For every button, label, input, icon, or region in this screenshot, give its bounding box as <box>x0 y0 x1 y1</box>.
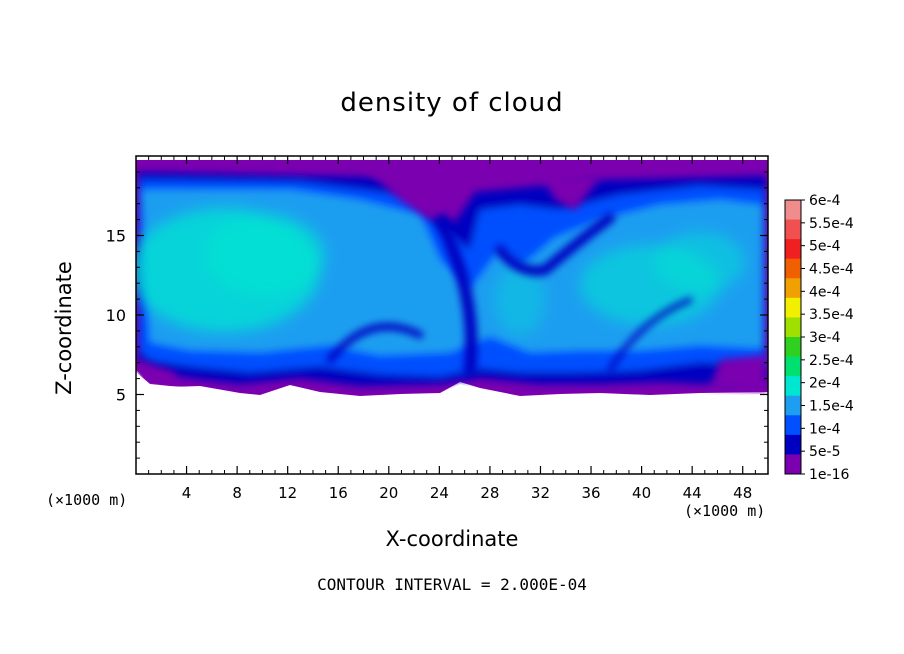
colorbar-swatch <box>785 454 801 475</box>
x-tick-label: 44 <box>683 484 702 502</box>
colorbar-label: 4.5e-4 <box>809 262 854 278</box>
x-tick-label: 4 <box>182 484 192 502</box>
colorbar-swatch <box>785 395 801 416</box>
x-tick-label: 16 <box>329 484 348 502</box>
density-field <box>136 156 768 474</box>
y-tick-label: 10 <box>106 306 126 325</box>
x-tick-label: 20 <box>379 484 398 502</box>
colorbar-swatch <box>785 376 801 397</box>
colorbar-label: 1e-16 <box>809 467 849 483</box>
x-tick-label: 28 <box>480 484 499 502</box>
x-tick-label: 48 <box>733 484 752 502</box>
colorbar-swatch <box>785 356 801 377</box>
colorbar-label: 6e-4 <box>809 193 841 209</box>
x-tick-label: 32 <box>531 484 550 502</box>
colorbar-swatch <box>785 239 801 260</box>
colorbar-label: 1.5e-4 <box>809 399 854 415</box>
x-axis-unit: (×1000 m) <box>684 502 766 520</box>
colorbar-swatch <box>785 258 801 279</box>
chart-title: density of cloud <box>340 88 564 118</box>
colorbar-swatch <box>785 278 801 299</box>
colorbar-swatch <box>785 317 801 338</box>
colorbar-label: 1e-4 <box>809 421 841 437</box>
colorbar-swatch <box>785 219 801 240</box>
x-tick-label: 24 <box>430 484 449 502</box>
y-tick-label: 5 <box>116 386 126 405</box>
colorbar: 6e-4 5.5e-4 5e-4 4.5e-4 4e-4 3.5e-4 3e-4 2.5e-4… <box>784 193 854 483</box>
colorbar-label: 2.5e-4 <box>809 353 854 369</box>
colorbar-label: 3e-4 <box>809 330 841 346</box>
colorbar-label: 5e-4 <box>809 239 841 255</box>
x-tick-label: 40 <box>632 484 651 502</box>
colorbar-swatch <box>785 434 801 455</box>
x-axis-label: X-coordinate <box>385 527 519 551</box>
x-tick-label: 12 <box>278 484 297 502</box>
colorbar-swatch <box>785 337 801 358</box>
colorbar-swatch <box>785 200 801 221</box>
x-axis: 4 8 12 16 20 24 28 32 36 40 44 48 <box>148 156 756 502</box>
colorbar-label: 5.5e-4 <box>809 216 854 232</box>
x-tick-label: 36 <box>581 484 600 502</box>
y-axis: 5 10 15 <box>106 171 768 459</box>
colorbar-label: 4e-4 <box>809 284 841 300</box>
y-axis-unit: (×1000 m) <box>46 491 128 509</box>
colorbar-label: 2e-4 <box>809 376 841 392</box>
colorbar-swatch <box>785 297 801 318</box>
colorbar-swatch <box>785 415 801 436</box>
colorbar-label: 3.5e-4 <box>809 307 854 323</box>
contour-interval-note: CONTOUR INTERVAL = 2.000E-04 <box>317 575 587 594</box>
x-tick-label: 8 <box>232 484 242 502</box>
colorbar-label: 5e-5 <box>809 444 840 460</box>
y-tick-label: 15 <box>106 227 126 246</box>
